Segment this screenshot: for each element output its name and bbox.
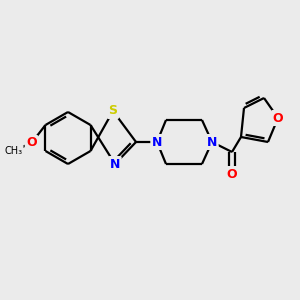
Text: S: S xyxy=(109,104,118,118)
Text: N: N xyxy=(110,158,120,170)
Text: N: N xyxy=(207,136,217,148)
Text: CH₃: CH₃ xyxy=(4,146,22,156)
Text: N: N xyxy=(152,136,162,148)
Text: O: O xyxy=(227,167,237,181)
Text: O: O xyxy=(26,136,37,149)
Text: O: O xyxy=(273,112,283,124)
